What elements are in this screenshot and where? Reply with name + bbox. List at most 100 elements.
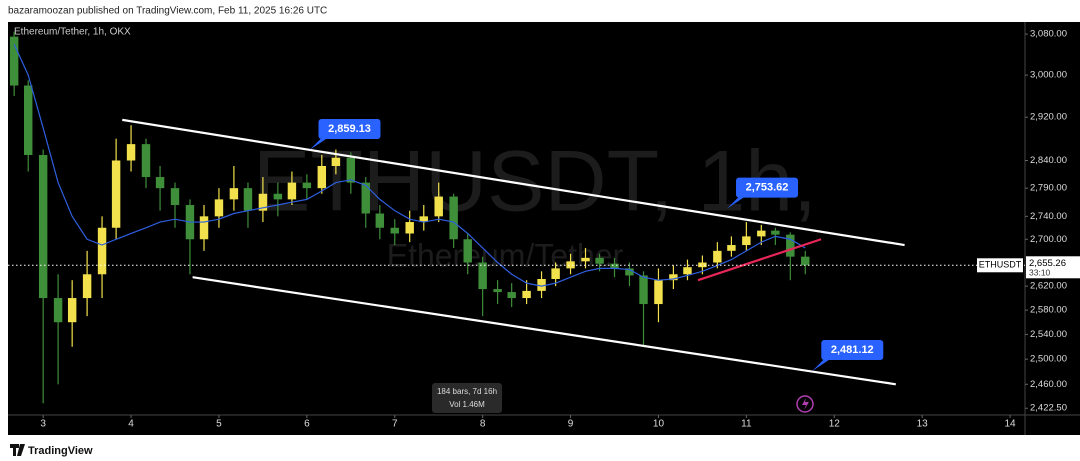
- candle-body: [639, 275, 648, 305]
- candle-body: [214, 199, 224, 217]
- info-box: [432, 383, 502, 413]
- candle-body: [537, 278, 546, 291]
- candle-body: [669, 274, 678, 281]
- candle-body: [581, 257, 590, 262]
- candle-body: [53, 298, 63, 323]
- candle-body: [522, 290, 531, 299]
- candle-body: [449, 196, 458, 240]
- countdown: 33:10: [1029, 268, 1051, 278]
- y-tick-label: 2,700.00: [1030, 234, 1067, 245]
- candle-body: [390, 227, 399, 234]
- candle-body: [67, 298, 77, 323]
- candle-body: [742, 236, 751, 246]
- trend-line: [192, 276, 896, 386]
- candle-body: [493, 289, 502, 293]
- candle-body: [727, 245, 736, 251]
- callout-pointer: [812, 358, 831, 371]
- volume-info: Vol 1.46M: [449, 400, 485, 409]
- y-tick-label: 2,500.00: [1030, 354, 1067, 365]
- candle-body: [258, 193, 268, 211]
- y-tick-label: 2,790.00: [1030, 183, 1067, 194]
- x-tick-label: 13: [917, 419, 929, 430]
- watermark-sub: Ethereum/Tether: [387, 237, 624, 273]
- bars-info: 184 bars, 7d 16h: [437, 387, 497, 396]
- callout-label: 2,481.12: [831, 344, 874, 356]
- alert-icon[interactable]: [796, 395, 814, 413]
- y-tick-label: 2,920.00: [1030, 112, 1067, 123]
- candle-body: [97, 227, 107, 275]
- symbol-tag-bg: [977, 258, 1023, 273]
- candle-body: [317, 165, 327, 189]
- y-tick-label: 2,620.00: [1030, 281, 1067, 292]
- callout-label: 2,753.62: [746, 182, 789, 194]
- callout-pointer: [309, 138, 328, 151]
- candle-body: [713, 250, 722, 263]
- symbol-tag: ETHUSDT: [979, 260, 1022, 270]
- x-tick-label: 12: [829, 419, 841, 430]
- y-tick-label: 2,740.00: [1030, 211, 1067, 222]
- y-tick-label: 3,000.00: [1030, 70, 1067, 81]
- candle-body: [126, 144, 136, 161]
- candle-body: [229, 188, 239, 200]
- candle-body: [757, 230, 766, 237]
- candle-body: [9, 36, 19, 86]
- y-tick-label: 2,460.00: [1030, 379, 1067, 390]
- candle-body: [287, 182, 297, 200]
- candle-body: [243, 188, 253, 211]
- candle-body: [507, 292, 516, 299]
- y-tick-label: 2,540.00: [1030, 329, 1067, 340]
- candle-body: [463, 239, 472, 263]
- price-tag: 2,655.26: [1029, 258, 1066, 269]
- callout-box: [736, 177, 799, 198]
- candle-body: [566, 261, 575, 269]
- candle-body: [170, 188, 180, 206]
- chart-title: Ethereum/Tether, 1h, OKX: [14, 27, 131, 38]
- candle-body: [331, 157, 341, 166]
- candle-body: [23, 85, 33, 156]
- y-tick-label: 2,580.00: [1030, 305, 1067, 316]
- candle-body: [273, 193, 283, 200]
- candle-body: [419, 216, 428, 223]
- candle-body: [683, 267, 692, 275]
- x-tick-label: 3: [40, 419, 46, 430]
- y-tick-label: 2,840.00: [1030, 155, 1067, 166]
- candle-body: [405, 222, 414, 234]
- candle-body: [111, 160, 121, 228]
- callout-label: 2,859.13: [328, 123, 371, 135]
- x-tick-label: 10: [653, 419, 665, 430]
- x-tick-label: 9: [568, 419, 574, 430]
- candle-body: [375, 213, 385, 228]
- x-tick-label: 4: [128, 419, 134, 430]
- candle-body: [434, 196, 443, 217]
- candle-body: [551, 268, 560, 279]
- y-tick-label: 2,422.50: [1030, 403, 1067, 414]
- x-tick-label: 8: [480, 419, 486, 430]
- x-tick-label: 7: [392, 419, 398, 430]
- candle-body: [302, 182, 312, 189]
- callout-pointer: [727, 196, 746, 209]
- footer: TradingView: [28, 445, 93, 457]
- candle-body: [346, 157, 356, 183]
- callout-box: [318, 119, 381, 140]
- candle-body: [141, 144, 151, 178]
- candle-body: [199, 216, 209, 240]
- trend-line: [122, 118, 905, 247]
- candle-body: [595, 257, 604, 264]
- x-tick-label: 6: [304, 419, 310, 430]
- candle-body: [625, 268, 634, 276]
- candle-body: [610, 263, 619, 269]
- header: bazaramoozan published on TradingView.co…: [8, 6, 327, 17]
- callout-box: [821, 339, 884, 360]
- candle-body: [698, 262, 707, 268]
- y-tick-label: 3,080.00: [1030, 29, 1067, 40]
- candle-body: [155, 177, 165, 189]
- x-tick-label: 11: [741, 419, 752, 430]
- candle-body: [478, 262, 487, 290]
- candle-body: [801, 256, 810, 266]
- alert-bolt: [802, 398, 809, 410]
- candle-body: [786, 234, 795, 257]
- tv-logo: [10, 444, 25, 456]
- candle-body: [654, 280, 663, 305]
